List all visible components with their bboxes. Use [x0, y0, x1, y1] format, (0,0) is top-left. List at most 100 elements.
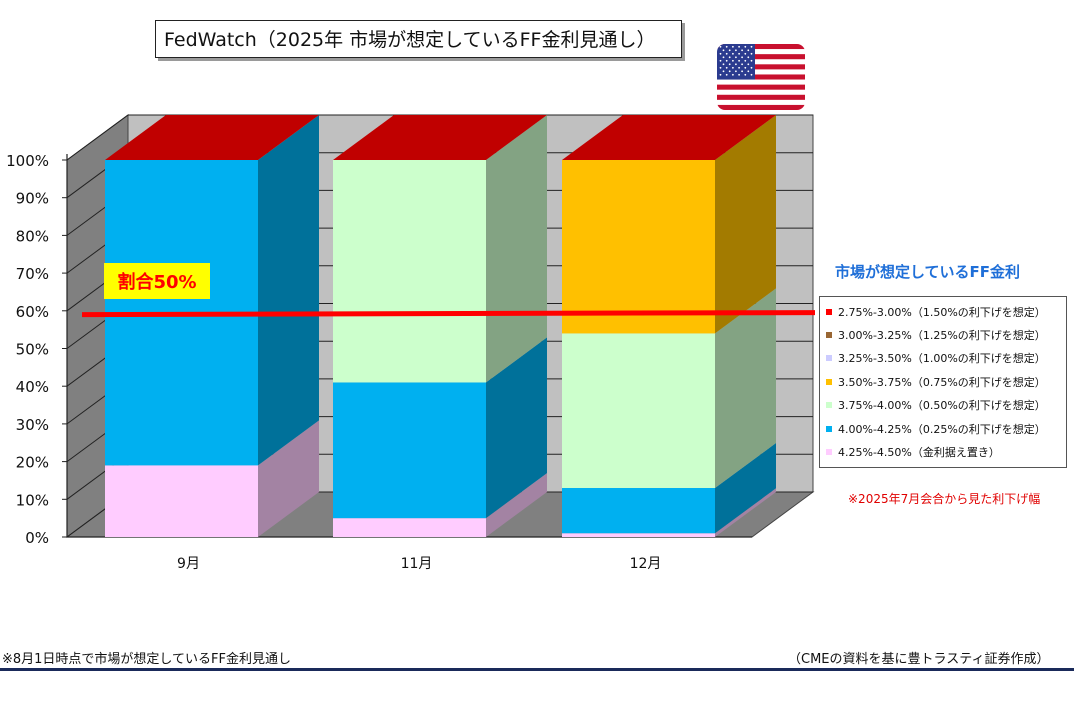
bar-side-2-3 [715, 115, 776, 334]
flag-stripe [717, 59, 805, 65]
flag-star [738, 59, 740, 62]
legend-item: 3.50%-3.75%（0.75%の利下げを想定） [826, 370, 1066, 393]
flag-star [741, 49, 743, 52]
flag-star [741, 56, 743, 59]
reference-line [81, 310, 816, 318]
flag-star [728, 56, 731, 59]
bar-segment-2-3 [562, 160, 715, 334]
bar-side-2-2 [715, 288, 776, 488]
legend-item: 4.25%-4.50%（金利据え置き） [826, 440, 1066, 463]
flag-star [725, 52, 728, 55]
legend-swatch [826, 425, 832, 432]
flag-star [738, 66, 740, 69]
flag-star [725, 73, 728, 76]
legend-label: 3.25%-3.50%（1.00%の利下げを想定） [838, 352, 1046, 366]
reference-label: 割合50% [117, 271, 196, 293]
flag-star [747, 56, 750, 59]
flag-star [738, 73, 740, 76]
flag-star [728, 70, 731, 73]
note-text: ※2025年7月会合から見た利下げ幅 [848, 492, 1041, 506]
bar-top-0 [105, 115, 319, 160]
y-tick-label: 50% [16, 341, 49, 359]
flag-star [750, 59, 753, 62]
legend-label: 3.00%-3.25%（1.25%の利下げを想定） [838, 329, 1046, 343]
flag-star [735, 56, 737, 59]
flag-star [744, 59, 747, 62]
x-tick-label: 11月 [401, 556, 433, 572]
footer-source: （CMEの資料を基に豊トラスティ証券作成） [788, 652, 1050, 667]
flag-star [744, 73, 747, 76]
flag-stripe [717, 44, 805, 50]
flag-stripe [717, 69, 805, 75]
bar-side-2-1 [715, 442, 776, 534]
legend-label: 3.50%-3.75%（0.75%の利下げを想定） [838, 375, 1046, 389]
bar-side-1-1 [486, 337, 547, 519]
y-tick-label: 60% [16, 303, 49, 321]
flag-star [732, 45, 734, 48]
flag-star [732, 73, 734, 76]
y-tick-label: 90% [16, 190, 49, 208]
flag-star [747, 63, 750, 66]
legend-swatch [826, 449, 832, 456]
legend-swatch [826, 332, 832, 339]
stacked-bar-chart: 0% 10% 20% 30% 40% 50% 60% 70% 80% 90% 100% 9月 11月 12… [6, 114, 816, 572]
chart-title: FedWatch（2025年 市場が想定しているFF金利見通し） [155, 20, 682, 58]
legend-swatch [826, 308, 832, 315]
gridline-side [66, 114, 129, 161]
bar-side-2-0 [715, 488, 776, 537]
legend-item: 4.00%-4.25%（0.25%の利下げを想定） [826, 417, 1066, 440]
flag-star [744, 52, 747, 55]
y-tick-label: 0% [25, 529, 49, 547]
flag-stripe [717, 94, 805, 101]
x-tick-label: 9月 [177, 556, 200, 572]
flag-star [750, 52, 753, 55]
flag-stripe [717, 99, 805, 106]
flag-star [732, 59, 734, 62]
x-tick-label: 12月 [630, 556, 662, 572]
flag-stripe [717, 49, 805, 55]
bar-segment-2-0 [562, 533, 715, 537]
flag-star [741, 63, 743, 66]
y-tick-label: 10% [16, 491, 49, 509]
flag-stripe [717, 54, 805, 60]
legend-item: 3.00%-3.25%（1.25%の利下げを想定） [826, 323, 1066, 346]
flag-star [719, 59, 722, 62]
flag-star [719, 45, 722, 48]
reference-label-bg [104, 263, 210, 299]
flag-star [750, 66, 753, 69]
flag-star [735, 49, 737, 52]
flag-stripe [717, 64, 805, 70]
bar-segment-1-1 [333, 382, 486, 519]
flag-star [732, 66, 734, 69]
flag-star [722, 63, 725, 66]
y-tick-label: 20% [16, 454, 49, 472]
flag-stripe [717, 89, 805, 96]
flag-star [725, 45, 728, 48]
bar-top-2 [562, 115, 776, 160]
legend-swatch [826, 355, 832, 362]
legend-label: 2.75%-3.00%（1.50%の利下げを想定） [838, 305, 1046, 319]
bar-side-0-1 [258, 115, 319, 466]
bar-top-1 [333, 115, 547, 160]
flag-star [722, 70, 725, 73]
legend-label: 4.00%-4.25%（0.25%の利下げを想定） [838, 422, 1046, 436]
flag-star [744, 45, 747, 48]
bar-side-1-2 [486, 115, 547, 383]
footer-divider [0, 668, 1074, 671]
flag-star [725, 59, 728, 62]
bar-segment-2-2 [562, 333, 715, 488]
flag-star [728, 63, 731, 66]
us-flag-icon [717, 44, 805, 110]
flag-stripe [717, 84, 805, 90]
legend-label: 3.75%-4.00%（0.50%の利下げを想定） [838, 399, 1046, 413]
flag-star [728, 49, 731, 52]
flag-star [744, 66, 747, 69]
flag-star [732, 52, 734, 55]
flag-star [735, 70, 737, 73]
flag-star [747, 70, 750, 73]
bar-segment-0-0 [105, 465, 258, 537]
legend-item: 3.25%-3.50%（1.00%の利下げを想定） [826, 347, 1066, 370]
flag-star [738, 45, 740, 48]
flag-star [719, 52, 722, 55]
flag-stripe [717, 74, 805, 80]
